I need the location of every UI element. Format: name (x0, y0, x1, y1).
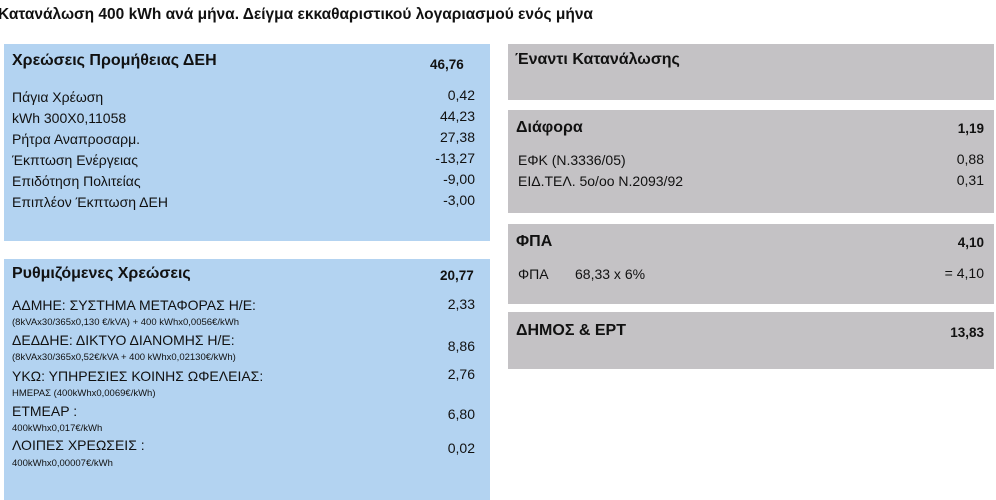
municipal-heading: ΔΗΜΟΣ & ΕΡΤ (516, 322, 626, 339)
against-consumption-panel: Έναντι Κατανάλωσης (508, 44, 994, 100)
admie-label: ΑΔΜΗΕ: ΣΥΣΤΗΜΑ ΜΕΤΑΦΟΡΑΣ Η/Ε: (12, 297, 256, 313)
state-subsidy-label: Επιδότηση Πολιτείας (12, 173, 141, 189)
vat-heading: ΦΠΑ (516, 233, 553, 250)
vat-panel: ΦΠΑ 4,10 ΦΠΑ 68,33 x 6% = 4,10 (508, 224, 994, 304)
efk-label: ΕΦΚ (Ν.3336/05) (518, 152, 626, 168)
supply-charges-panel: Χρεώσεις Προμήθειας ΔΕΗ 46,76 Πάγια Χρέω… (4, 44, 490, 241)
vat-row-calc: 68,33 x 6% (575, 266, 646, 282)
etmear-value: 6,80 (447, 406, 475, 422)
kwh-charge-value: 44,23 (439, 108, 475, 124)
adjustment-clause-label: Ρήτρα Αναπροσαρμ. (12, 131, 141, 147)
yko-detail: ΗΜΕΡΑΣ (400kWhx0,0069€/kWh) (12, 388, 156, 399)
fixed-charge-label: Πάγια Χρέωση (12, 89, 104, 105)
vat-row-label: ΦΠΑ (518, 266, 549, 282)
adjustment-clause-value: 27,38 (439, 129, 475, 145)
regulated-charges-heading: Ρυθμιζόμενες Χρεώσεις (12, 265, 191, 282)
page-title: Κατανάλωση 400 kWh ανά μήνα. Δείγμα εκκα… (0, 6, 593, 23)
other-charges-value: 0,02 (447, 440, 475, 456)
state-subsidy-value: -9,00 (443, 171, 475, 187)
supply-charges-total: 46,76 (430, 57, 464, 72)
fixed-charge-value: 0,42 (447, 87, 475, 103)
municipal-total: 13,83 (950, 325, 984, 340)
deddie-label: ΔΕΔΔΗΕ: ΔΙΚΤΥΟ ΔΙΑΝΟΜΗΣ Η/Ε: (12, 332, 235, 348)
supply-charges-heading: Χρεώσεις Προμήθειας ΔΕΗ (12, 52, 217, 69)
municipal-panel: ΔΗΜΟΣ & ΕΡΤ 13,83 (508, 312, 994, 369)
misc-panel: Διάφορα 1,19 ΕΦΚ (Ν.3336/05) 0,88 ΕΙΔ.ΤΕ… (508, 110, 994, 213)
yko-value: 2,76 (447, 366, 475, 382)
extra-discount-value: -3,00 (443, 192, 475, 208)
regulated-charges-panel: Ρυθμιζόμενες Χρεώσεις 20,77 ΑΔΜΗΕ: ΣΥΣΤΗ… (4, 259, 490, 500)
special-fee-label: ΕΙΔ.ΤΕΛ. 5ο/οο Ν.2093/92 (518, 173, 684, 189)
efk-value: 0,88 (956, 151, 984, 167)
yko-label: ΥΚΩ: ΥΠΗΡΕΣΙΕΣ ΚΟΙΝΗΣ ΩΦΕΛΕΙΑΣ: (12, 368, 264, 384)
extra-discount-label: Επιπλέον Έκπτωση ΔΕΗ (12, 194, 168, 210)
kwh-charge-label: kWh 300X0,11058 (12, 110, 127, 126)
special-fee-value: 0,31 (956, 172, 984, 188)
other-charges-detail: 400kWhx0,00007€/kWh (12, 458, 113, 469)
vat-row-value: = 4,10 (944, 265, 984, 281)
admie-detail: (8kVAx30/365x0,130 €/kVA) + 400 kWhx0,00… (12, 317, 239, 328)
energy-discount-value: -13,27 (435, 150, 475, 166)
etmear-label: ΕΤΜΕΑΡ : (12, 403, 78, 419)
energy-discount-label: Έκπτωση Ενέργειας (12, 152, 138, 168)
deddie-value: 8,86 (447, 338, 475, 354)
admie-value: 2,33 (447, 296, 475, 312)
vat-total: 4,10 (957, 235, 984, 250)
deddie-detail: (8kVAx30/365x0,52€/kVA + 400 kWhx0,02130… (12, 352, 236, 363)
other-charges-label: ΛΟΙΠΕΣ ΧΡΕΩΣΕΙΣ : (12, 437, 145, 453)
etmear-detail: 400kWhx0,017€/kWh (12, 423, 103, 434)
misc-total: 1,19 (957, 121, 984, 136)
regulated-charges-total: 20,77 (440, 268, 474, 283)
against-consumption-heading: Έναντι Κατανάλωσης (515, 51, 680, 68)
misc-heading: Διάφορα (516, 119, 583, 136)
